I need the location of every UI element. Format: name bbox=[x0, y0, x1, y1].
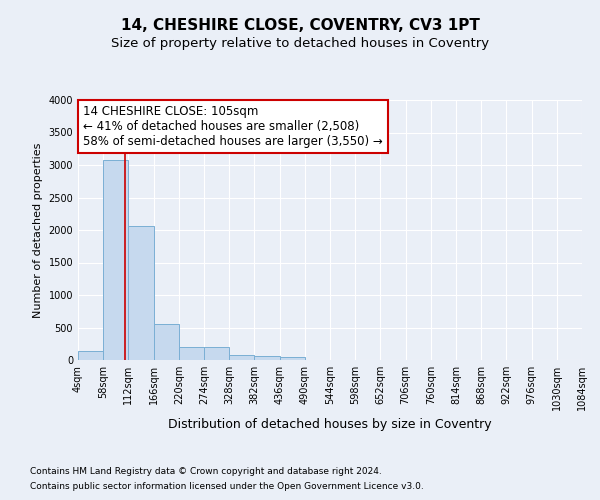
Text: Size of property relative to detached houses in Coventry: Size of property relative to detached ho… bbox=[111, 38, 489, 51]
Bar bbox=[128, 226, 154, 360]
Text: Contains public sector information licensed under the Open Government Licence v3: Contains public sector information licen… bbox=[30, 482, 424, 491]
Bar bbox=[103, 160, 128, 360]
Text: 14, CHESHIRE CLOSE, COVENTRY, CV3 1PT: 14, CHESHIRE CLOSE, COVENTRY, CV3 1PT bbox=[121, 18, 479, 32]
X-axis label: Distribution of detached houses by size in Coventry: Distribution of detached houses by size … bbox=[168, 418, 492, 432]
Bar bbox=[229, 355, 254, 360]
Text: 14 CHESHIRE CLOSE: 105sqm
← 41% of detached houses are smaller (2,508)
58% of se: 14 CHESHIRE CLOSE: 105sqm ← 41% of detac… bbox=[83, 105, 383, 148]
Bar bbox=[204, 348, 229, 360]
Bar bbox=[280, 357, 305, 360]
Bar bbox=[78, 351, 103, 360]
Bar bbox=[254, 356, 280, 360]
Text: Contains HM Land Registry data © Crown copyright and database right 2024.: Contains HM Land Registry data © Crown c… bbox=[30, 467, 382, 476]
Bar bbox=[179, 347, 204, 360]
Bar bbox=[154, 324, 179, 360]
Y-axis label: Number of detached properties: Number of detached properties bbox=[33, 142, 43, 318]
